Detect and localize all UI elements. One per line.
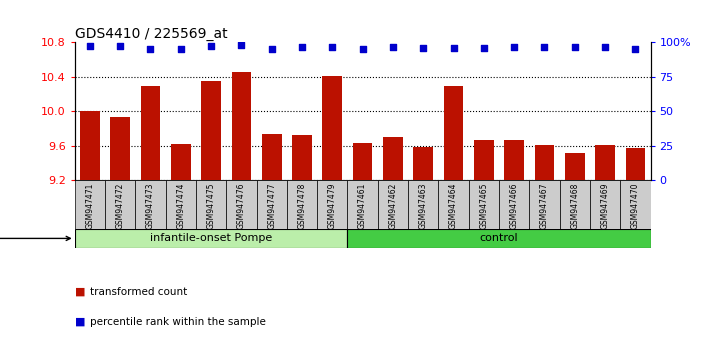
Bar <box>105 180 135 229</box>
Point <box>175 46 186 52</box>
Text: GSM947473: GSM947473 <box>146 182 155 229</box>
Text: GSM947476: GSM947476 <box>237 182 246 229</box>
Text: GSM947466: GSM947466 <box>510 182 518 229</box>
Bar <box>353 143 373 180</box>
Point <box>508 44 520 50</box>
Bar <box>166 180 196 229</box>
Bar <box>292 135 312 180</box>
Text: GSM947471: GSM947471 <box>85 182 95 229</box>
Text: GSM947461: GSM947461 <box>358 182 367 229</box>
Bar <box>196 180 226 229</box>
Text: GSM947475: GSM947475 <box>207 182 215 229</box>
Point <box>387 44 399 50</box>
Bar <box>499 180 529 229</box>
Bar <box>383 137 402 180</box>
Point <box>326 44 338 50</box>
Bar <box>75 229 348 248</box>
Text: ■: ■ <box>75 287 85 297</box>
Bar <box>529 180 560 229</box>
Point <box>296 44 308 50</box>
Bar <box>439 180 469 229</box>
Point <box>479 45 490 51</box>
Point <box>448 45 459 51</box>
Bar <box>590 180 620 229</box>
Bar <box>560 180 590 229</box>
Point <box>599 44 611 50</box>
Bar <box>348 229 651 248</box>
Bar <box>226 180 257 229</box>
Text: control: control <box>480 233 518 244</box>
Bar <box>75 180 105 229</box>
Point <box>417 45 429 51</box>
Bar <box>257 180 287 229</box>
Bar <box>348 180 378 229</box>
Bar <box>595 145 615 180</box>
Bar <box>323 76 342 180</box>
Text: GDS4410 / 225569_at: GDS4410 / 225569_at <box>75 28 228 41</box>
Bar <box>565 153 584 180</box>
Text: GSM947478: GSM947478 <box>297 182 306 229</box>
Text: GSM947468: GSM947468 <box>570 182 579 229</box>
Text: GSM947467: GSM947467 <box>540 182 549 229</box>
Bar <box>110 118 130 180</box>
Bar <box>135 180 166 229</box>
Text: GSM947465: GSM947465 <box>479 182 488 229</box>
Text: GSM947474: GSM947474 <box>176 182 186 229</box>
Text: ■: ■ <box>75 317 85 327</box>
Bar <box>201 81 221 180</box>
Point <box>569 45 580 50</box>
Point <box>235 42 247 48</box>
Text: GSM947463: GSM947463 <box>419 182 428 229</box>
Text: GSM947479: GSM947479 <box>328 182 337 229</box>
Text: transformed count: transformed count <box>90 287 188 297</box>
Text: GSM947462: GSM947462 <box>388 182 397 229</box>
Bar <box>444 86 464 180</box>
Point <box>539 44 550 50</box>
Bar <box>171 144 191 180</box>
Text: GSM947464: GSM947464 <box>449 182 458 229</box>
Point <box>266 46 277 52</box>
Bar <box>317 180 348 229</box>
Bar <box>620 180 651 229</box>
Text: GSM947477: GSM947477 <box>267 182 276 229</box>
Point <box>357 46 368 52</box>
Text: infantile-onset Pompe: infantile-onset Pompe <box>150 233 272 244</box>
Text: GSM947470: GSM947470 <box>631 182 640 229</box>
Bar <box>232 72 251 180</box>
Bar <box>262 134 282 180</box>
Text: disease state: disease state <box>0 233 70 244</box>
Point <box>205 44 217 49</box>
Point <box>145 46 156 51</box>
Bar <box>378 180 408 229</box>
Bar <box>413 148 433 180</box>
Bar <box>474 140 493 180</box>
Point <box>114 44 126 49</box>
Text: GSM947469: GSM947469 <box>601 182 609 229</box>
Bar <box>80 112 100 180</box>
Text: GSM947472: GSM947472 <box>116 182 124 229</box>
Point <box>630 46 641 52</box>
Point <box>84 44 95 49</box>
Bar <box>141 86 160 180</box>
Bar <box>469 180 499 229</box>
Bar <box>626 148 646 180</box>
Bar <box>535 145 555 180</box>
Text: percentile rank within the sample: percentile rank within the sample <box>90 317 266 327</box>
Bar <box>287 180 317 229</box>
Bar <box>408 180 439 229</box>
Bar <box>504 140 524 180</box>
